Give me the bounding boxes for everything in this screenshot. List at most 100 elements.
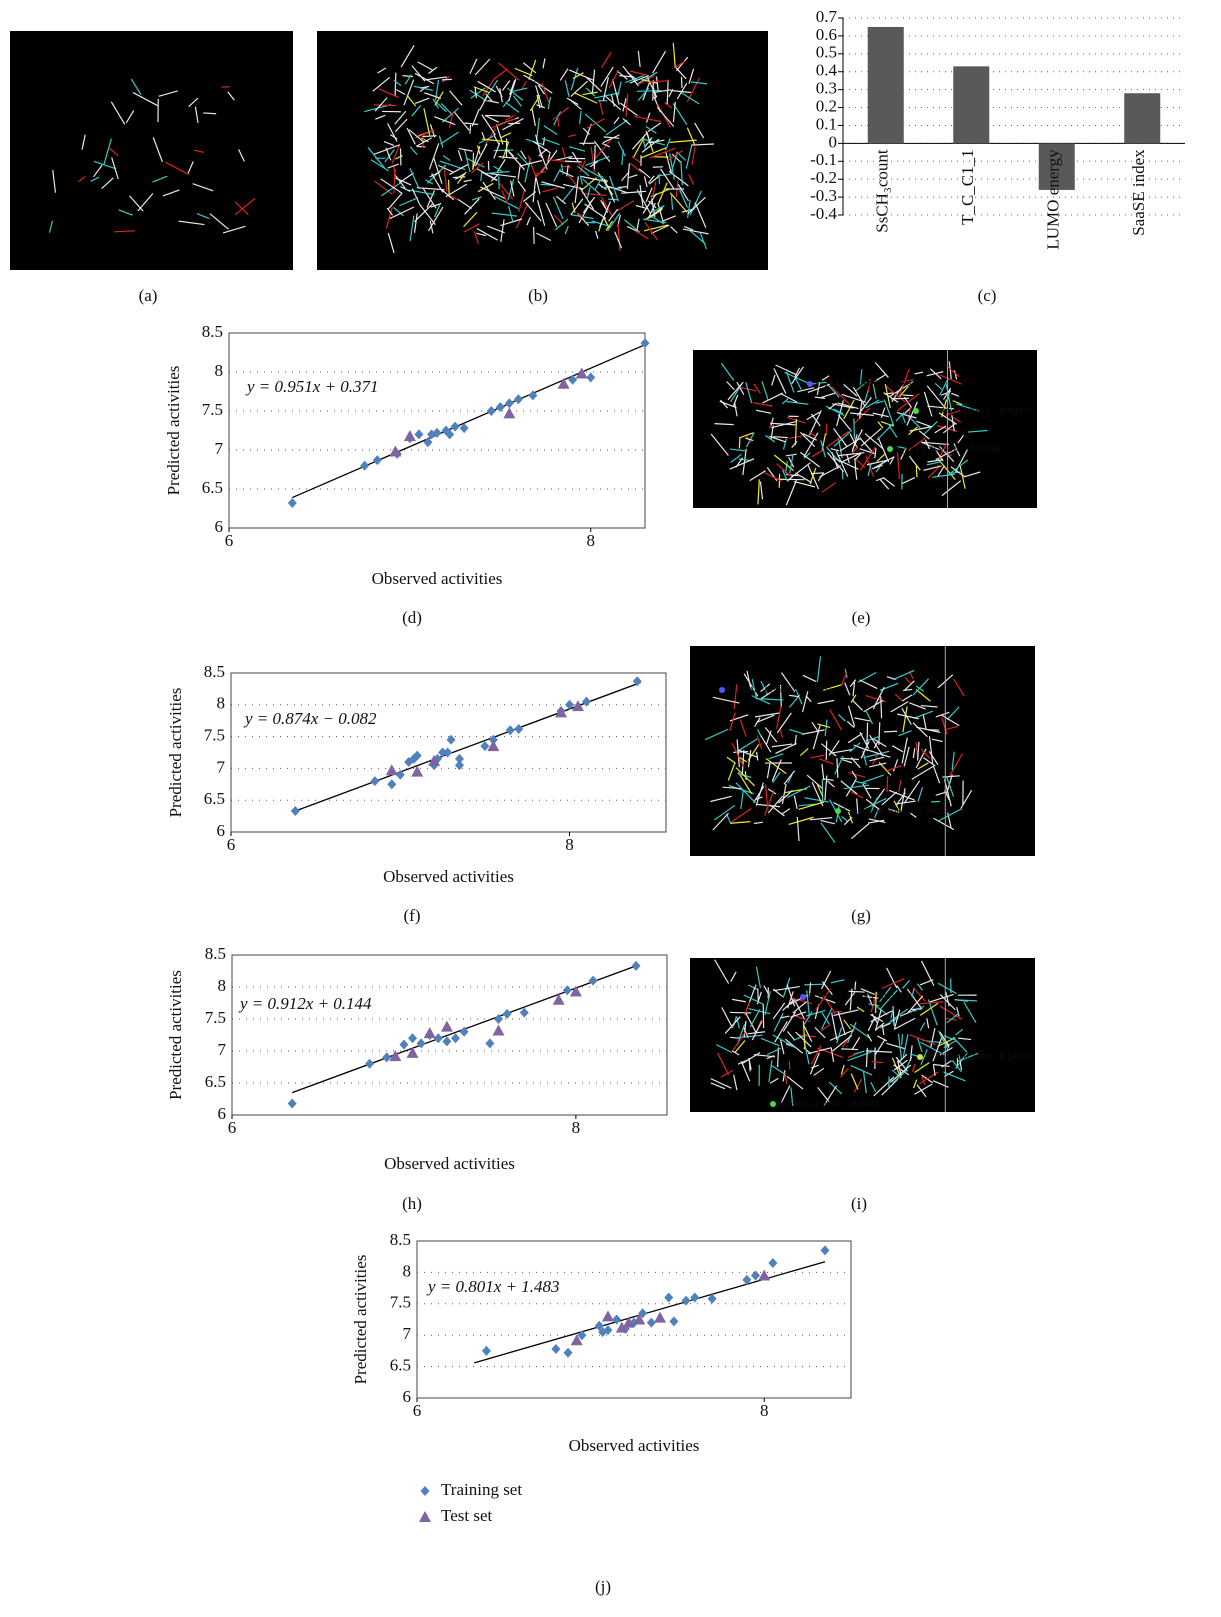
y-axis-label: Predicted activities	[164, 366, 183, 496]
y-tick-label: 7	[218, 1040, 227, 1059]
triangle-marker	[404, 430, 416, 441]
y-tick-label: 8.5	[390, 1230, 411, 1249]
y-tick-label: 8	[215, 361, 224, 380]
bond	[855, 982, 856, 990]
diamond-marker	[690, 1293, 699, 1303]
site-marker	[913, 408, 919, 414]
figure: E_184 ( -0.2885 , -0.2885)S_1044 ( -0.03…	[0, 0, 1221, 1617]
panel-label: (f)	[404, 906, 421, 925]
diamond-marker	[387, 779, 396, 789]
diamond-marker	[768, 1258, 777, 1268]
diamond-marker	[514, 394, 523, 404]
x-tick-label: 6	[225, 531, 234, 550]
site-marker	[887, 446, 893, 452]
diamond-marker	[647, 1318, 656, 1328]
diamond-marker	[291, 806, 300, 816]
y-tick-label: 6.5	[390, 1356, 411, 1375]
triangle-marker	[555, 706, 567, 717]
y-axis-label: Predicted activities	[166, 688, 185, 818]
bond	[884, 731, 897, 732]
diamond-marker	[589, 976, 598, 986]
diamond-marker	[503, 1009, 512, 1019]
y-tick-label: 6.5	[205, 1072, 226, 1091]
triangle-marker	[419, 1511, 431, 1522]
bond	[758, 988, 759, 1003]
y-tick-label: -0.4	[810, 204, 837, 223]
site-label: S_1044 ( -0.0317 , -0.0317)	[921, 407, 1031, 416]
y-tick-label: 6.5	[204, 789, 225, 808]
molecule-image: E_184 ( -0.2885 , -0.2885)S_1044 ( -0.03…	[693, 350, 1037, 508]
diamond-marker	[451, 1033, 460, 1043]
triangle-marker	[386, 764, 398, 775]
diamond-marker	[360, 461, 369, 471]
bond	[395, 73, 396, 96]
site-label: S_646 ( -0.3001 , -0.3001)	[843, 807, 948, 816]
x-tick-label: LUMO energy	[1044, 149, 1063, 250]
bond	[203, 113, 216, 114]
bond	[902, 1034, 903, 1045]
x-tick-label: 8	[586, 531, 595, 550]
y-tick-label: 7	[403, 1324, 412, 1343]
diamond-marker	[399, 1040, 408, 1050]
bar	[953, 66, 989, 143]
site-label: E_1090 ( 0.0283 , 0.0283)	[808, 993, 912, 1002]
diamond-marker	[582, 697, 591, 707]
diamond-marker	[669, 1316, 678, 1326]
bond	[374, 105, 397, 106]
y-tick-label: -0.1	[810, 150, 837, 169]
diamond-marker	[664, 1293, 673, 1303]
diamond-marker	[551, 1344, 560, 1354]
y-tick-label: 0.4	[816, 61, 838, 80]
equation: y = 0.951x + 0.371	[245, 377, 379, 396]
bond	[804, 984, 823, 985]
bond	[749, 1059, 750, 1071]
triangle-marker	[503, 407, 515, 418]
y-tick-label: 6.5	[202, 478, 223, 497]
bond	[887, 776, 888, 792]
panel-label: (b)	[528, 286, 548, 305]
molecule-image: E_1090 ( 0.0283 , 0.0283)H_1153 ( 0.1840…	[690, 958, 1035, 1112]
diamond-marker	[373, 455, 382, 465]
bond	[534, 227, 535, 244]
molecule-image	[317, 31, 768, 270]
image-background	[693, 350, 1037, 508]
bar	[868, 27, 904, 143]
y-tick-label: 6	[218, 1104, 227, 1123]
site-marker	[770, 1101, 776, 1107]
y-tick-label: 8.5	[205, 944, 226, 963]
panel-label: (a)	[139, 286, 158, 305]
panel-label: (i)	[851, 1194, 867, 1213]
panel-label: (c)	[978, 286, 997, 305]
triangle-marker	[424, 1027, 436, 1038]
x-tick-label: 8	[565, 835, 574, 854]
bond	[854, 419, 855, 439]
diamond-marker	[455, 754, 464, 764]
y-tick-label: 0	[829, 132, 838, 151]
triangle-marker	[602, 1310, 614, 1321]
y-axis-label: Predicted activities	[351, 1255, 370, 1385]
bond	[881, 696, 882, 718]
bond	[422, 136, 436, 137]
site-label: S_931 ( -0.0306 , -0.0306)	[895, 445, 1000, 454]
x-tick-label: 8	[572, 1118, 581, 1137]
bond	[659, 174, 660, 184]
legend-label: Training set	[441, 1480, 522, 1499]
image-background	[10, 31, 293, 270]
y-tick-label: 8.5	[202, 322, 223, 341]
y-tick-label: 7.5	[205, 1008, 226, 1027]
triangle-marker	[758, 1270, 770, 1281]
y-tick-label: 8	[217, 694, 226, 713]
equation: y = 0.874x − 0.082	[243, 709, 377, 728]
diamond-marker	[482, 1346, 491, 1356]
diamond-marker	[568, 375, 577, 385]
panel-label: (d)	[402, 608, 422, 627]
x-tick-label: 6	[228, 1118, 237, 1137]
diamond-marker	[564, 1348, 573, 1358]
x-tick-label: SsCH₃count	[873, 149, 892, 233]
y-tick-label: 0.7	[816, 7, 838, 26]
diamond-marker	[288, 498, 297, 508]
y-tick-label: 8	[403, 1261, 412, 1280]
y-tick-label: 8.5	[204, 662, 225, 681]
diamond-marker	[632, 961, 641, 971]
site-label: E_1100 ( 0.1545 , 0.1545)	[727, 686, 831, 695]
